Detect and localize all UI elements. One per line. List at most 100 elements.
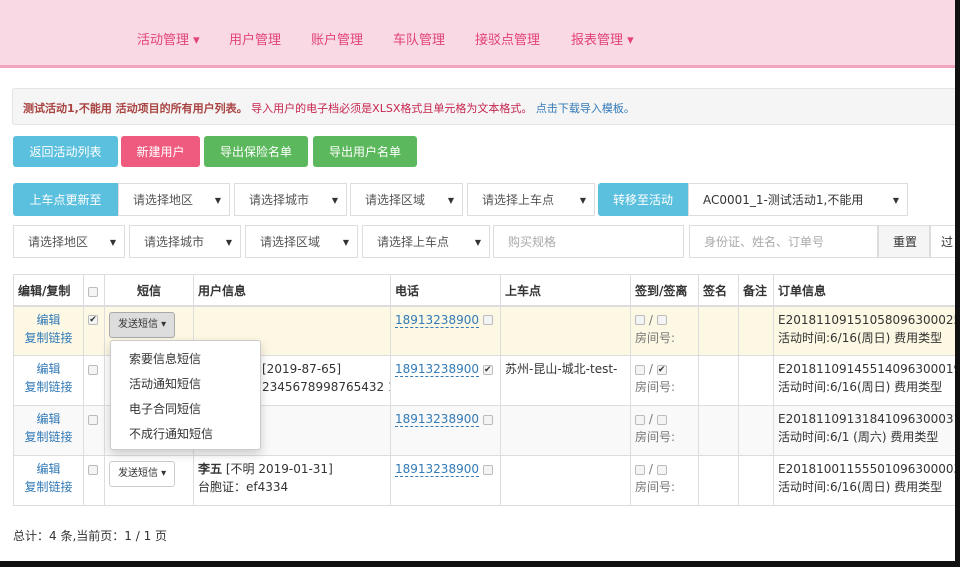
nav-account-management[interactable]: 账户管理 bbox=[311, 33, 364, 48]
checkin-checkbox[interactable] bbox=[635, 464, 645, 475]
caret-down-icon: ▼ bbox=[214, 196, 221, 205]
phone-link[interactable]: 18913238900 bbox=[395, 362, 479, 377]
reset-button[interactable]: 重置 bbox=[878, 225, 930, 258]
edit-cell: 编辑 复制链接 bbox=[13, 305, 84, 356]
send-sms-button[interactable]: 发送短信 ▾ bbox=[109, 461, 176, 487]
caret-down-icon: ▼ bbox=[447, 196, 454, 205]
select-all-checkbox[interactable] bbox=[88, 286, 98, 297]
copy-link[interactable]: 复制链接 bbox=[24, 380, 73, 394]
phone-checkbox[interactable]: ✔ bbox=[482, 364, 493, 375]
table-row: 编辑 复制链接 发送短信 ▾ 李五 [不明 2019-01-31] 台胞证：ef43… bbox=[13, 455, 955, 506]
update-city-select[interactable]: 请选择城市 ▼ bbox=[234, 183, 347, 216]
activity-time: 活动时间:6/16(周日) 费用类型 bbox=[778, 330, 943, 345]
checkout-checkbox[interactable]: ✔ bbox=[656, 364, 667, 375]
phone-link[interactable]: 18913238900 bbox=[395, 312, 479, 328]
order-cell: E20181109151058096300025 活动时间:6/16(周日) 费用… bbox=[773, 305, 955, 356]
edit-cell: 编辑 复制链接 bbox=[13, 455, 84, 506]
header-edit-copy: 编辑/复制 bbox=[13, 274, 84, 307]
activity-select[interactable]: AC0001_1-测试活动1,不能用 ▼ bbox=[688, 183, 908, 216]
room-label: 房间号: bbox=[635, 430, 676, 444]
stop-cell: 苏州-昆山-城北-test- bbox=[500, 355, 631, 406]
transfer-activity-button[interactable]: 转移至活动 bbox=[598, 183, 688, 216]
checkin-cell: / ✔ 房间号: bbox=[630, 355, 699, 406]
checkin-checkbox[interactable] bbox=[635, 414, 645, 425]
sms-cell: 发送短信 ▾ bbox=[104, 455, 194, 506]
row-checkbox[interactable] bbox=[88, 464, 98, 475]
order-number: E20181109145514096300019 bbox=[778, 362, 955, 376]
spec-input[interactable]: 购买规格 bbox=[493, 225, 684, 258]
menu-item-activity-notice-sms[interactable]: 活动通知短信 bbox=[129, 377, 202, 391]
edit-cell: 编辑 复制链接 bbox=[13, 405, 84, 456]
edit-link[interactable]: 编辑 bbox=[36, 412, 61, 426]
checkin-checkbox[interactable] bbox=[635, 364, 645, 375]
update-region-select[interactable]: 请选择地区 ▼ bbox=[118, 183, 230, 216]
nav-activity-management[interactable]: 活动管理 ▾ bbox=[137, 33, 200, 48]
menu-item-e-contract-sms[interactable]: 电子合同短信 bbox=[129, 402, 202, 416]
info-alert: 测试活动1,不能用 活动项目的所有用户列表。 导入用户的电子档必须是XLSX格式… bbox=[12, 88, 955, 125]
stop-cell bbox=[500, 455, 631, 506]
row-checkbox[interactable] bbox=[88, 414, 98, 425]
checkin-checkbox[interactable] bbox=[635, 315, 645, 325]
menu-item-cancel-notice-sms[interactable]: 不成行通知短信 bbox=[129, 427, 214, 441]
select-value: 请选择城市 bbox=[144, 235, 205, 249]
nav-user-management[interactable]: 用户管理 bbox=[229, 33, 282, 48]
row-checkbox[interactable]: ✔ bbox=[88, 315, 98, 325]
select-value: AC0001_1-测试活动1,不能用 bbox=[703, 193, 864, 207]
select-value: 请选择上车点 bbox=[482, 193, 555, 207]
activity-time: 活动时间:6/16(周日) 费用类型 bbox=[778, 380, 943, 394]
send-sms-button[interactable]: 发送短信 ▾ bbox=[109, 311, 176, 338]
filter-area-select[interactable]: 请选择区域 ▼ bbox=[245, 225, 358, 258]
user-table: 编辑/复制 短信 用户信息 电话 上车点 签到/签离 签名 备注 订单信息 编辑… bbox=[13, 274, 955, 506]
update-stop-select[interactable]: 请选择上车点 ▼ bbox=[467, 183, 595, 216]
copy-link[interactable]: 复制链接 bbox=[24, 480, 73, 494]
edit-link[interactable]: 编辑 bbox=[36, 462, 61, 476]
alert-note: 导入用户的电子档必须是XLSX格式且单元格为文本格式。 bbox=[251, 102, 533, 115]
caret-down-icon: ▼ bbox=[579, 196, 586, 205]
export-users-button[interactable]: 导出用户名单 bbox=[313, 136, 417, 167]
checkout-checkbox[interactable] bbox=[656, 315, 667, 325]
copy-link[interactable]: 复制链接 bbox=[24, 330, 73, 345]
phone-checkbox[interactable] bbox=[482, 315, 493, 325]
nav-report-management[interactable]: 报表管理 ▾ bbox=[571, 33, 634, 48]
checkout-checkbox[interactable] bbox=[656, 464, 667, 475]
new-user-button[interactable]: 新建用户 bbox=[121, 136, 200, 167]
edit-link[interactable]: 编辑 bbox=[36, 312, 61, 327]
phone-checkbox[interactable] bbox=[482, 464, 493, 475]
phone-link[interactable]: 18913238900 bbox=[395, 412, 479, 427]
filter-region-select[interactable]: 请选择地区 ▼ bbox=[13, 225, 125, 258]
caret-down-icon: ▼ bbox=[342, 238, 349, 247]
edit-link[interactable]: 编辑 bbox=[36, 362, 61, 376]
update-area-select[interactable]: 请选择区域 ▼ bbox=[350, 183, 463, 216]
order-number: E20181109131841096300031 bbox=[778, 412, 955, 426]
update-stop-button[interactable]: 上车点更新至 bbox=[13, 183, 118, 216]
phone-checkbox[interactable] bbox=[482, 414, 493, 425]
top-nav: 活动管理 ▾ 用户管理 账户管理 车队管理 接驳点管理 报表管理 ▾ bbox=[0, 0, 955, 68]
signature-cell bbox=[698, 355, 739, 406]
nav-fleet-management[interactable]: 车队管理 bbox=[393, 33, 446, 48]
back-to-activity-list-button[interactable]: 返回活动列表 bbox=[13, 136, 118, 167]
nav-shuttle-management[interactable]: 接驳点管理 bbox=[475, 33, 541, 48]
room-label: 房间号: bbox=[635, 330, 676, 345]
search-input[interactable]: 身份证、姓名、订单号 bbox=[689, 225, 878, 258]
order-number: E20181109151058096300025 bbox=[778, 312, 955, 327]
checkin-cell: / 房间号: bbox=[630, 405, 699, 456]
table-row: 编辑复制链接 ✔ 发送短信 ▾ 18913238900 / 房间号: E2018… bbox=[13, 305, 955, 356]
header-checkin: 签到/签离 bbox=[630, 274, 699, 307]
phone-cell: 18913238900 bbox=[390, 455, 501, 506]
phone-link[interactable]: 18913238900 bbox=[395, 462, 479, 477]
room-label: 房间号: bbox=[635, 480, 676, 494]
menu-item-request-info-sms[interactable]: 索要信息短信 bbox=[129, 352, 202, 366]
download-template-link[interactable]: 点击下载导入模板。 bbox=[535, 102, 635, 115]
filter-stop-select[interactable]: 请选择上车点 ▼ bbox=[362, 225, 490, 258]
export-insurance-button[interactable]: 导出保险名单 bbox=[204, 136, 308, 167]
user-id: 2345678998765432 1 bbox=[262, 380, 391, 394]
caret-down-icon: ▼ bbox=[109, 238, 116, 247]
select-value: 请选择区域 bbox=[365, 193, 426, 207]
checkin-cell: / 房间号: bbox=[630, 305, 699, 356]
filter-city-select[interactable]: 请选择城市 ▼ bbox=[129, 225, 241, 258]
checkout-checkbox[interactable] bbox=[656, 414, 667, 425]
filter-button[interactable]: 过 bbox=[930, 225, 955, 258]
row-checkbox[interactable] bbox=[88, 364, 98, 375]
header-order-info: 订单信息 bbox=[773, 274, 955, 307]
copy-link[interactable]: 复制链接 bbox=[24, 430, 73, 444]
